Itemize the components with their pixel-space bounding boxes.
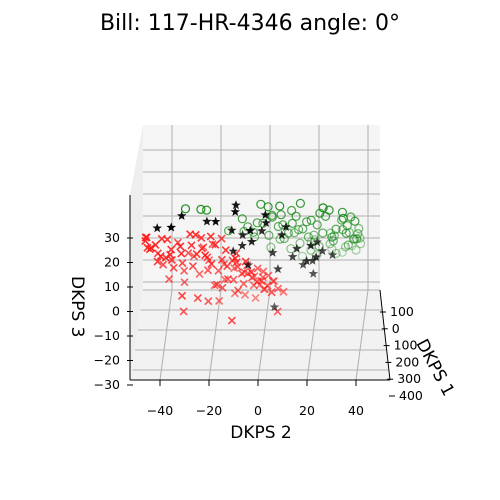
z-tick-label: 30 <box>104 230 120 245</box>
chart-title: Bill: 117-HR-4346 angle: 0° <box>100 11 400 36</box>
x-tick-label: 300 <box>397 371 421 386</box>
z-tick-label: 10 <box>104 279 120 294</box>
z-tick-label: −10 <box>94 328 120 343</box>
y-axis-label: DKPS 2 <box>230 423 292 443</box>
x-tick-label: 200 <box>395 354 419 369</box>
x-tick-label: 0 <box>392 321 400 336</box>
x-tick-label: 100 <box>390 304 414 319</box>
x-tick-label: 400 <box>399 388 423 403</box>
y-tick-label: 0 <box>254 403 262 418</box>
z-tick-label: −30 <box>94 377 120 392</box>
y-tick-label: −20 <box>196 403 222 418</box>
z-axis-label: DKPS 3 <box>67 276 87 338</box>
y-tick-label: 20 <box>299 403 315 418</box>
y-tick-label: −40 <box>147 403 173 418</box>
z-tick-label: 0 <box>112 304 120 319</box>
z-tick-label: −20 <box>94 353 120 368</box>
z-tick-label: 20 <box>104 255 120 270</box>
y-tick-label: 40 <box>348 403 364 418</box>
